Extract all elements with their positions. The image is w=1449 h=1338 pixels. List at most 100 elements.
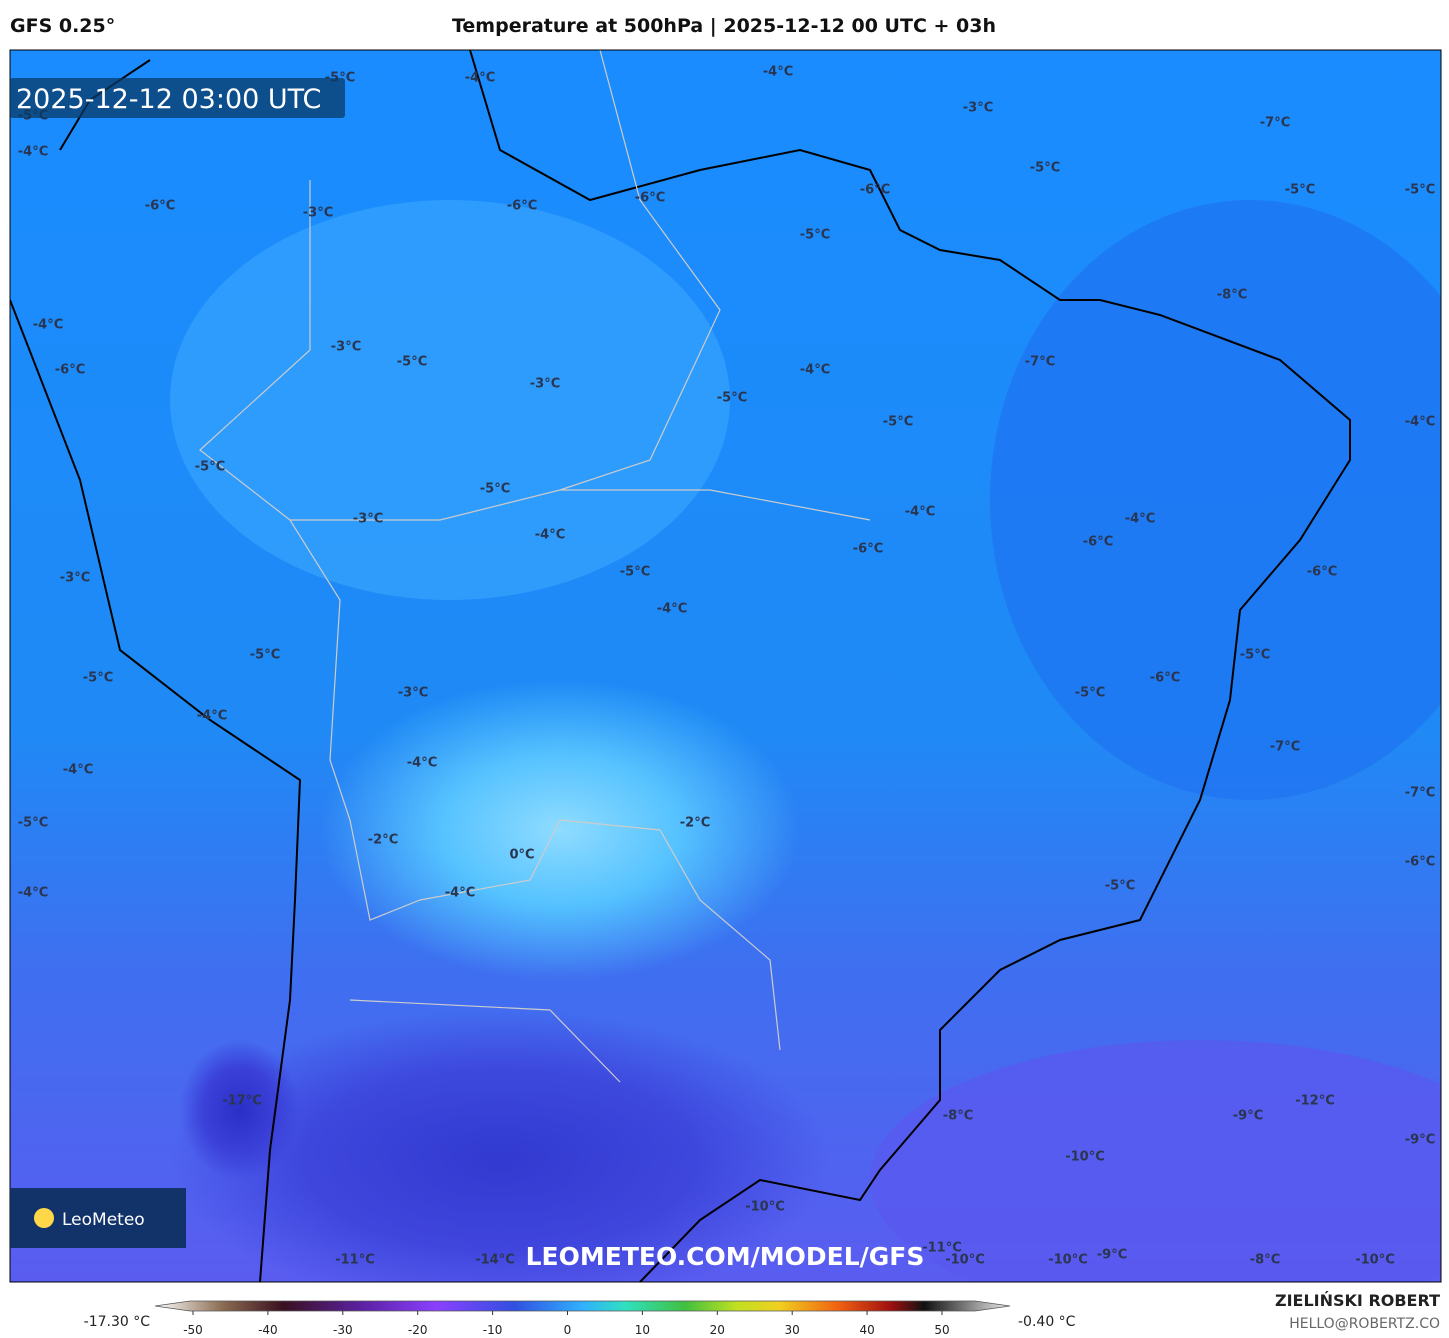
contour-label: -2°C [680,816,710,831]
contour-label: -5°C [883,415,913,430]
contour-label: -4°C [465,71,495,86]
email: HELLO@ROBERTZ.CO [1289,1316,1440,1332]
contour-label: -8°C [1250,1253,1280,1268]
logo: LeoMeteo [62,1210,145,1230]
contour-label: -5°C [397,355,427,370]
contour-label: -14°C [475,1253,515,1268]
contour-label: -6°C [507,199,537,214]
colorbar [154,1300,1011,1312]
contour-label: -10°C [1048,1253,1088,1268]
contour-label: -6°C [1150,671,1180,686]
colorbar-tick-label: -50 [183,1323,203,1337]
contour-label: -7°C [1405,786,1435,801]
field-shade [170,200,730,600]
contour-label: -9°C [1233,1109,1263,1124]
logo-sun [34,1208,54,1228]
contour-label: 0°C [509,848,534,863]
contour-label: -11°C [922,1241,962,1256]
contour-label: -4°C [445,886,475,901]
contour-label: -6°C [860,183,890,198]
contour-label: -8°C [1217,288,1247,303]
contour-label: -9°C [1097,1248,1127,1263]
contour-label: -6°C [635,191,665,206]
contour-label: -4°C [905,505,935,520]
contour-label: -5°C [800,228,830,243]
map-title: Temperature at 500hPa | 2025-12-12 00 UT… [452,15,996,37]
colorbar-tick-label: -10 [483,1323,503,1337]
contour-label: -5°C [1405,183,1435,198]
contour-label: -3°C [331,340,361,355]
contour-label: -3°C [398,686,428,701]
contour-label: -5°C [83,671,113,686]
contour-label: -6°C [55,363,85,378]
colorbar-tick-label: -40 [258,1323,278,1337]
contour-label: -12°C [1295,1094,1335,1109]
contour-label: -5°C [1105,879,1135,894]
contour-label: -10°C [1065,1150,1105,1165]
colorbar-tick-label: 0 [564,1323,572,1337]
contour-label: -4°C [1405,415,1435,430]
contour-label: -6°C [853,542,883,557]
contour-label: -3°C [353,512,383,527]
contour-label: -4°C [1125,512,1155,527]
contour-label: -3°C [530,377,560,392]
contour-label: -6°C [1083,535,1113,550]
author: ZIELIŃSKI ROBERT [1275,1291,1440,1310]
colorbar-tick-label: 40 [859,1323,874,1337]
colorbar-tick-label: 30 [785,1323,800,1337]
contour-label: -6°C [1405,855,1435,870]
contour-label: -5°C [1240,648,1270,663]
contour-label: -4°C [763,65,793,80]
contour-label: -8°C [943,1109,973,1124]
contour-label: -3°C [303,206,333,221]
contour-label: -2°C [368,833,398,848]
contour-label: -5°C [1030,161,1060,176]
field-shade [870,1040,1441,1282]
watermark: LEOMETEO.COM/MODEL/GFS [526,1242,925,1271]
contour-label: -4°C [197,709,227,724]
contour-label: -6°C [1307,565,1337,580]
contour-label: -3°C [963,101,993,116]
contour-label: -6°C [145,199,175,214]
contour-label: -7°C [1260,116,1290,131]
contour-label: -4°C [18,145,48,160]
field-shade [990,200,1441,800]
contour-label: -4°C [63,763,93,778]
contour-label: -4°C [800,363,830,378]
contour-label: -11°C [335,1253,375,1268]
contour-label: -5°C [480,482,510,497]
contour-label: -4°C [657,602,687,617]
contour-label: -5°C [1075,686,1105,701]
colorbar-tick-label: 10 [635,1323,650,1337]
map-area: -5°C -4°C -4°C -3°C -7°C -5°C -4°C -5°C -6°C -5°C… [10,50,1441,1282]
colorbar-max: -0.40 °C [1018,1314,1076,1330]
contour-label: -5°C [18,816,48,831]
field-shade [170,1010,830,1282]
contour-label: -5°C [620,565,650,580]
contour-label: -9°C [1405,1133,1435,1148]
contour-label: -7°C [1025,355,1055,370]
borders [199,50,871,1083]
contour-label: -17°C [222,1094,262,1109]
contour-label: -10°C [1355,1253,1395,1268]
model-name: GFS 0.25° [10,15,115,37]
contour-label: -3°C [60,571,90,586]
contour-label: -5°C [250,648,280,663]
contour-label: -5°C [1285,183,1315,198]
contour-label: -5°C [195,460,225,475]
contour-label: -5°C [717,391,747,406]
contour-label: -10°C [745,1200,785,1215]
colorbar-tick-label: 50 [934,1323,949,1337]
timestamp-box [10,78,345,118]
contour-label: -4°C [33,318,63,333]
contour-label: -4°C [535,528,565,543]
colorbar-tick-label: -30 [333,1323,353,1337]
contour-label: -4°C [407,756,437,771]
contour-label: -4°C [18,886,48,901]
timestamp: 2025-12-12 03:00 UTC [16,84,321,115]
contour-label: -10°C [945,1253,985,1268]
map-frame [9,49,1442,1283]
colorbar-tick-label: 20 [710,1323,725,1337]
colorbar-tick-label: -20 [408,1323,428,1337]
